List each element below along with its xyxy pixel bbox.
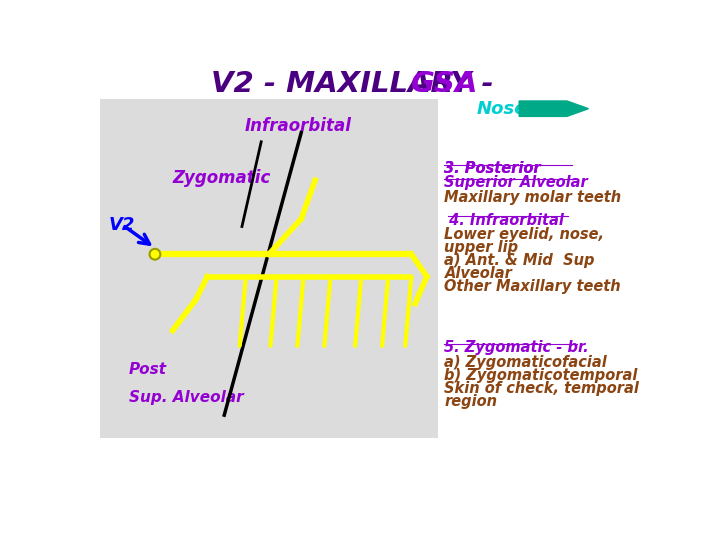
Text: Superior Alveolar: Superior Alveolar	[444, 175, 588, 190]
Text: Zygomatic: Zygomatic	[173, 169, 271, 187]
Text: 3. Posterior: 3. Posterior	[444, 161, 541, 176]
Text: Nose: Nose	[477, 100, 527, 118]
Text: Maxillary molar teeth: Maxillary molar teeth	[444, 190, 621, 205]
Text: Other Maxillary teeth: Other Maxillary teeth	[444, 279, 621, 294]
FancyArrow shape	[519, 101, 588, 117]
Text: a) Ant. & Mid  Sup: a) Ant. & Mid Sup	[444, 253, 595, 268]
Text: b) Zygomaticotemporal: b) Zygomaticotemporal	[444, 368, 638, 383]
Polygon shape	[99, 99, 438, 438]
Text: V2 - MAXILLARY -: V2 - MAXILLARY -	[211, 70, 504, 98]
Text: Sup. Alveolar: Sup. Alveolar	[129, 390, 243, 405]
Text: region: region	[444, 394, 498, 409]
Text: Skin of check, temporal: Skin of check, temporal	[444, 381, 639, 396]
Circle shape	[150, 249, 161, 260]
Text: upper lip: upper lip	[444, 240, 518, 254]
Text: 4. Infraorbital: 4. Infraorbital	[444, 213, 564, 228]
Text: a) Zygomaticofacial: a) Zygomaticofacial	[444, 355, 607, 370]
Text: 3. Posterior: 3. Posterior	[444, 161, 541, 176]
Text: Infraorbital: Infraorbital	[245, 117, 351, 136]
Text: Lower eyelid, nose,: Lower eyelid, nose,	[444, 226, 605, 241]
Text: GSA: GSA	[411, 70, 479, 98]
Text: V2: V2	[109, 216, 135, 234]
Text: Post: Post	[129, 362, 167, 377]
Text: 5. Zygomatic - br.: 5. Zygomatic - br.	[444, 340, 589, 355]
Text: Alveolar: Alveolar	[444, 266, 513, 281]
